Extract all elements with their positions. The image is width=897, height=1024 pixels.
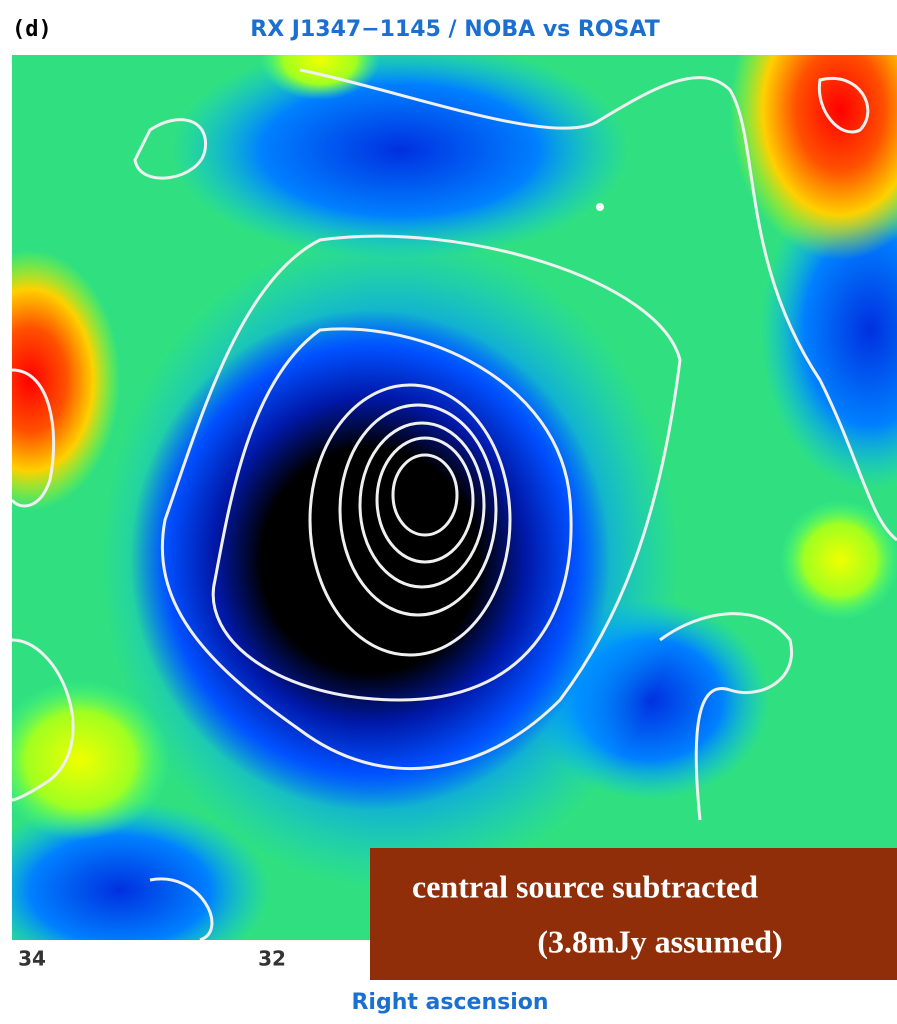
annotation-text: central source subtracted: [412, 868, 758, 904]
x-tick-label: 32: [258, 947, 286, 971]
map-image: [0, 0, 897, 980]
page: (d) RX J1347−1145 / NOBA vs ROSAT: [0, 0, 897, 1020]
x-axis-label: Right ascension: [351, 990, 548, 1015]
figure: (d) RX J1347−1145 / NOBA vs ROSAT: [0, 0, 897, 1020]
panel-label: (d): [12, 17, 52, 42]
annotation-text: (3.8mJy assumed): [537, 923, 782, 959]
x-tick-label: 34: [18, 947, 46, 971]
title: RX J1347−1145 / NOBA vs ROSAT: [250, 17, 659, 42]
